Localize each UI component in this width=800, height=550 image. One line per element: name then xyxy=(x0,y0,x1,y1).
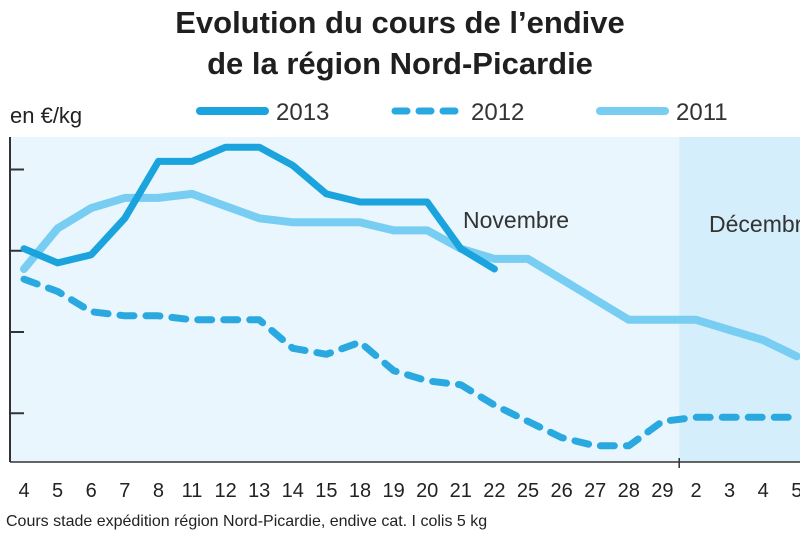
x-tick-label: 6 xyxy=(86,480,97,502)
x-tick-label: 2 xyxy=(690,480,701,502)
november-background xyxy=(10,137,680,462)
x-tick-label: 29 xyxy=(651,480,673,502)
legend-label-2013: 2013 xyxy=(276,99,329,126)
y-axis-label: en €/kg xyxy=(10,103,82,128)
month-label-december: Décembre xyxy=(709,211,800,237)
legend-label-2012: 2012 xyxy=(471,99,524,126)
x-tick-label: 3 xyxy=(724,480,735,502)
source-note: Cours stade expédition région Nord-Picar… xyxy=(6,513,488,530)
x-tick-label: 19 xyxy=(382,480,404,502)
december-background xyxy=(679,137,800,462)
x-tick-label: 12 xyxy=(214,480,236,502)
series-line-2011 xyxy=(20,189,800,361)
legend-label-2011: 2011 xyxy=(676,99,728,126)
x-tick-label: 13 xyxy=(248,480,270,502)
x-tick-label: 4 xyxy=(18,480,29,502)
x-tick-label: 4 xyxy=(758,480,769,502)
chart-title-line2: de la région Nord-Picardie xyxy=(207,46,593,81)
chart-title-line1: Evolution du cours de l’endive xyxy=(175,5,625,40)
x-tick-label: 15 xyxy=(315,480,337,502)
series-line-2013 xyxy=(20,143,498,273)
x-tick-label: 26 xyxy=(550,480,572,502)
x-tick-label: 8 xyxy=(153,480,164,502)
series-line-2012 xyxy=(20,275,800,450)
x-tick-label: 5 xyxy=(791,480,800,502)
x-tick-label: 25 xyxy=(517,480,539,502)
x-tick-label: 28 xyxy=(618,480,640,502)
x-tick-label: 18 xyxy=(349,480,371,502)
x-tick-label: 7 xyxy=(119,480,130,502)
x-tick-label: 5 xyxy=(52,480,63,502)
x-tick-label: 27 xyxy=(584,480,606,502)
month-label-november: Novembre xyxy=(463,207,569,233)
x-tick-label: 20 xyxy=(416,480,438,502)
x-tick-label: 14 xyxy=(282,480,304,502)
x-tick-label: 22 xyxy=(483,480,505,502)
x-tick-label: 21 xyxy=(450,480,472,502)
x-tick-label: 11 xyxy=(182,480,203,502)
